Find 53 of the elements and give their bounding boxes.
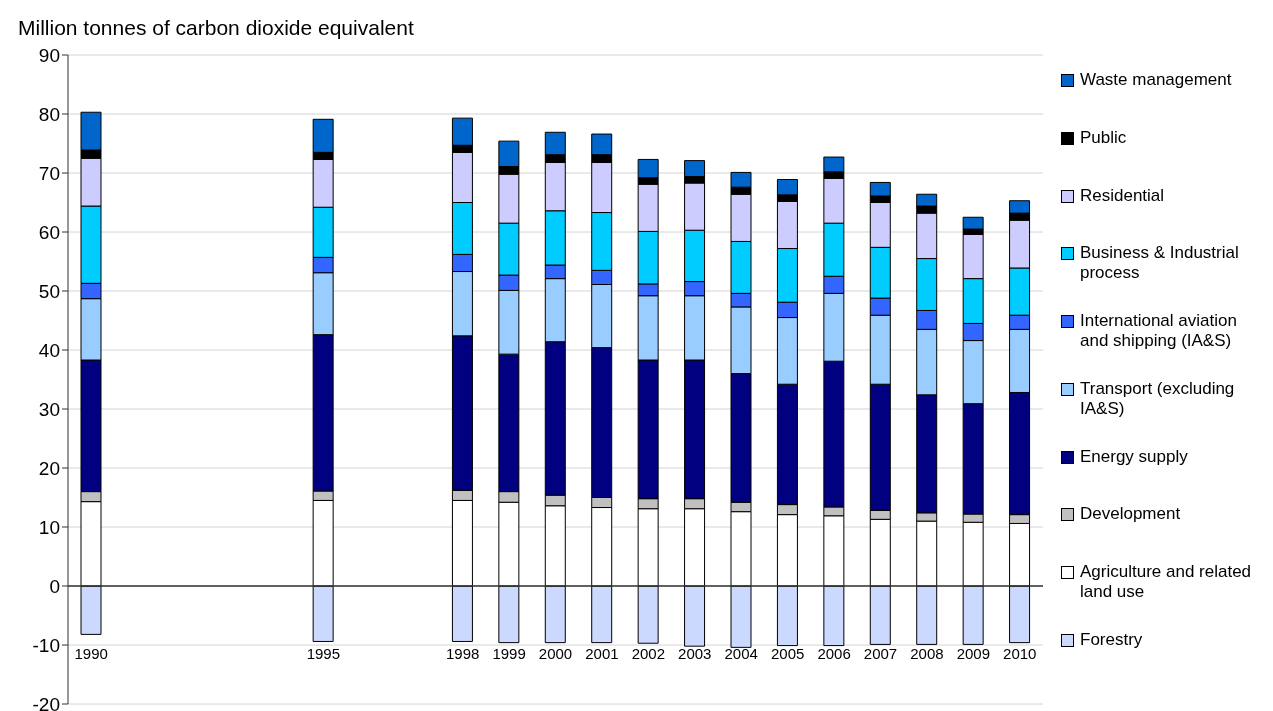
bar — [730, 585, 752, 648]
x-tick-label: 2006 — [817, 645, 851, 662]
bar — [451, 585, 473, 642]
y-tick-label: 30 — [38, 398, 60, 420]
x-tick-label: 2000 — [538, 645, 573, 662]
y-axis-title: Million tonnes of carbon dioxide equivalent — [18, 16, 414, 40]
bar — [916, 585, 938, 645]
y-tick-label: 40 — [38, 339, 60, 361]
legend-label: Energy supply — [1080, 446, 1188, 467]
legend-label: Agriculture and related land use — [1080, 562, 1253, 603]
y-tick-label: 80 — [38, 103, 60, 125]
bar — [1009, 585, 1031, 644]
legend-label: Development — [1080, 504, 1181, 525]
x-tick-label: 1998 — [445, 645, 480, 662]
y-tick-label: 0 — [49, 575, 60, 597]
bar — [823, 585, 845, 647]
x-tick-label: 1990 — [74, 645, 108, 662]
y-tick-label: 10 — [38, 516, 60, 538]
bar — [869, 585, 891, 645]
x-tick-label: 2005 — [770, 645, 805, 662]
y-tick-label: -10 — [32, 634, 60, 656]
legend-label: Waste management — [1080, 70, 1232, 90]
y-tick-label: 60 — [38, 221, 60, 243]
legend-label: Public — [1080, 127, 1127, 148]
legend-label: Transport (excluding IA&S) — [1080, 378, 1236, 419]
x-tick-label: 2003 — [678, 645, 712, 662]
x-tick-label: 2008 — [910, 645, 944, 662]
y-tick-label: -20 — [32, 693, 60, 711]
y-tick-label: 50 — [38, 280, 60, 302]
x-tick-label: 2010 — [1003, 645, 1037, 662]
bar — [544, 585, 566, 644]
bar — [776, 585, 798, 647]
bar — [684, 585, 706, 647]
bar — [637, 585, 659, 644]
legend-label: Forestry — [1080, 629, 1143, 650]
x-tick-label: 2001 — [585, 645, 619, 662]
x-tick-label: 1999 — [492, 645, 526, 662]
bar — [962, 585, 984, 645]
x-tick-label: 1995 — [306, 645, 341, 662]
bar — [80, 585, 102, 635]
legend-label: Residential — [1080, 185, 1165, 206]
bar — [498, 585, 520, 644]
x-tick-label: 2009 — [956, 645, 991, 662]
y-tick-label: 20 — [38, 457, 60, 479]
x-tick-label: 2007 — [863, 645, 898, 662]
x-tick-label: 2004 — [724, 645, 758, 662]
x-tick-label: 2002 — [631, 645, 666, 662]
bar — [591, 585, 613, 644]
y-tick-label: 90 — [38, 44, 60, 66]
bar — [312, 585, 334, 642]
legend-label: International aviation and shipping (IA&S) — [1080, 311, 1238, 352]
legend-label: Business & Industrial process — [1080, 243, 1240, 284]
y-tick-label: 70 — [38, 162, 60, 184]
